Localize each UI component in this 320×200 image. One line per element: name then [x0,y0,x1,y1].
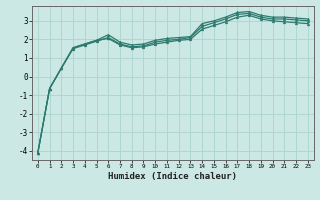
X-axis label: Humidex (Indice chaleur): Humidex (Indice chaleur) [108,172,237,181]
